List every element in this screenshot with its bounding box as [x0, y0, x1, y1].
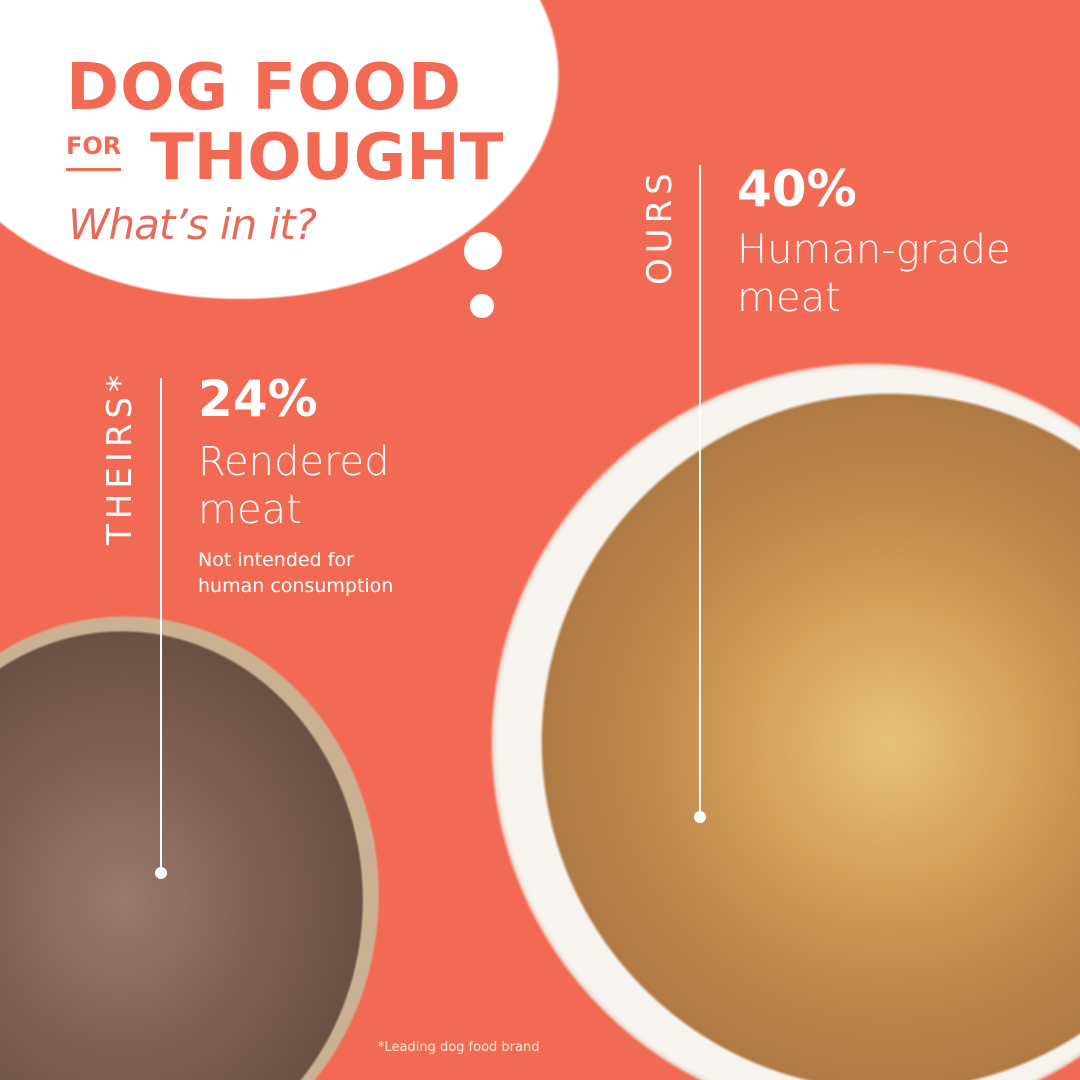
- ours-description-line2: meat: [737, 275, 841, 321]
- theirs-description: Rendered meat: [198, 438, 390, 534]
- theirs-bowl-image: [0, 615, 380, 1080]
- theirs-note: Not intended for human consumption: [198, 548, 393, 599]
- theirs-description-line2: meat: [198, 487, 302, 533]
- ours-description: Human-grade meat: [737, 226, 1011, 322]
- theirs-label: THEIRS*: [100, 369, 140, 545]
- theirs-note-line1: Not intended for: [198, 549, 354, 571]
- ours-pointer-line: [699, 165, 701, 815]
- subtitle: What’s in it?: [68, 200, 317, 249]
- ours-description-line1: Human-grade: [737, 227, 1011, 273]
- ours-bowl-image: [490, 362, 1080, 1080]
- ours-percent: 40%: [737, 160, 857, 218]
- theirs-pointer-line: [160, 378, 162, 870]
- thought-bubble-dot: [464, 232, 502, 270]
- title-line1: DOG FOOD: [66, 51, 462, 125]
- ours-pointer-dot: [694, 811, 706, 823]
- title-for: FOR: [66, 134, 122, 171]
- footnote: *Leading dog food brand: [378, 1040, 540, 1055]
- thought-bubble-dot: [470, 294, 494, 318]
- theirs-percent: 24%: [198, 370, 318, 428]
- title-line2: THOUGHT: [150, 121, 504, 195]
- theirs-note-line2: human consumption: [198, 574, 394, 597]
- theirs-pointer-dot: [155, 867, 167, 879]
- ours-label: OURS: [640, 168, 680, 285]
- theirs-description-line1: Rendered: [198, 439, 390, 485]
